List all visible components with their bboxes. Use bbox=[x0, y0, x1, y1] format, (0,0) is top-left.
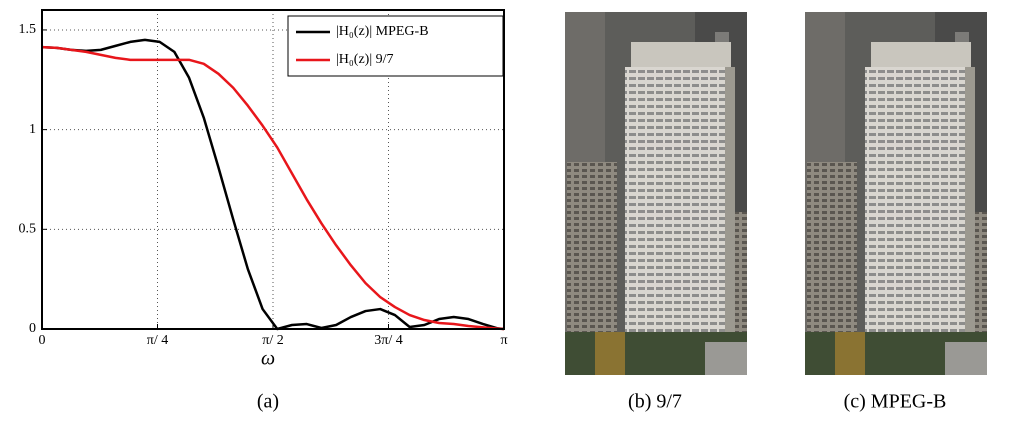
x-tick-label: π bbox=[500, 333, 507, 348]
legend-box bbox=[287, 15, 504, 77]
x-tick-label: 0 bbox=[39, 333, 46, 348]
caption: (c) MPEG-B bbox=[844, 391, 947, 413]
x-tick-label: π/ 2 bbox=[262, 333, 283, 348]
series-line bbox=[41, 38, 505, 331]
series-line bbox=[41, 45, 505, 331]
image-mpeg-b bbox=[805, 12, 987, 375]
image-9-7 bbox=[565, 12, 747, 375]
legend-label: |H₀(z)| MPEG-B bbox=[336, 24, 429, 39]
y-tick-label: 0 bbox=[29, 321, 36, 336]
x-axis-label: ω bbox=[261, 348, 275, 370]
y-tick-label: 1.5 bbox=[19, 22, 37, 37]
legend-label: |H₀(z)| 9/7 bbox=[336, 52, 394, 67]
caption: (a) bbox=[257, 391, 279, 413]
y-tick-label: 0.5 bbox=[19, 222, 37, 237]
plot-frame bbox=[41, 9, 505, 330]
x-tick-label: 3π/ 4 bbox=[374, 333, 402, 348]
x-tick-label: π/ 4 bbox=[147, 333, 168, 348]
caption: (b) 9/7 bbox=[628, 391, 682, 413]
y-tick-label: 1 bbox=[29, 122, 36, 137]
